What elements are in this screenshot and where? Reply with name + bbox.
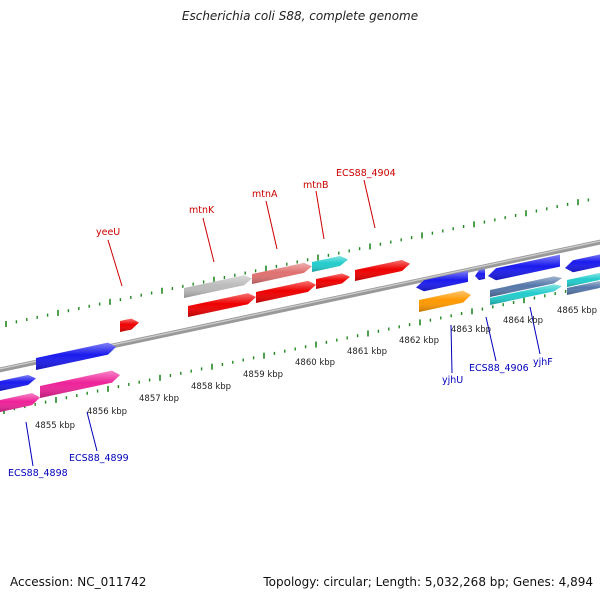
leader-ECS88_4906	[485, 316, 497, 362]
kbp-label: 4859 kbp	[243, 370, 283, 380]
gene-ECS88_4906[interactable]	[490, 276, 562, 297]
gene-mtnK-shade	[184, 275, 252, 298]
kbp-label: 4858 kbp	[191, 382, 231, 392]
kbp-label: 4856 kbp	[87, 407, 127, 417]
gene-blue-a-shade	[0, 375, 36, 391]
gene-label-ECS88_4898[interactable]: ECS88_4898	[8, 468, 68, 479]
gene-red-1-shade	[188, 293, 256, 317]
gene-yeeU-shade	[120, 318, 139, 332]
gene-steel-e-shade	[567, 281, 600, 295]
leader-yjhF	[529, 306, 541, 355]
gene-label-yeeU[interactable]: yeeU	[96, 227, 120, 238]
gene-label-mtnK[interactable]: mtnK	[189, 205, 215, 216]
genome-summary-text: Topology: circular; Length: 5,032,268 bp…	[263, 575, 593, 589]
kbp-label: 4861 kbp	[347, 347, 387, 357]
gene-label-mtnA[interactable]: mtnA	[252, 189, 278, 200]
kbp-labels: 4855 kbp 4856 kbp 4857 kbp 4858 kbp 4859…	[35, 306, 597, 431]
genome-title: Escherichia coli S88, complete genome	[181, 9, 419, 23]
gene-red-2[interactable]	[256, 280, 316, 303]
kbp-label: 4864 kbp	[503, 316, 543, 326]
gene-yeeU[interactable]	[120, 318, 139, 332]
gene-red-4-shade	[355, 259, 410, 281]
gene-mtnA[interactable]	[252, 262, 312, 284]
gene-label-ECS88_4904[interactable]: ECS88_4904	[336, 168, 396, 179]
gene-track	[0, 253, 600, 412]
gene-yjhU-blue[interactable]	[416, 270, 468, 292]
gene-small-blue-shade	[475, 268, 485, 281]
leader-yjhU	[450, 324, 453, 374]
kbp-label: 4860 kbp	[295, 358, 335, 368]
gene-red-3-shade	[316, 273, 350, 289]
leader-ECS88_4899	[86, 411, 98, 452]
gene-label-yjhF[interactable]: yjhF	[533, 357, 553, 368]
gene-ECS88_4898[interactable]	[0, 393, 40, 412]
gene-blue-c[interactable]	[488, 254, 560, 281]
gene-mtnK[interactable]	[184, 275, 252, 298]
gene-blue-d[interactable]	[565, 253, 600, 273]
gene-ECS88_4898-shade	[0, 393, 40, 412]
leader-ECS88_4898	[25, 421, 34, 467]
gene-cyan-e[interactable]	[567, 273, 600, 287]
gene-small-blue[interactable]	[475, 268, 485, 281]
gene-red-1[interactable]	[188, 293, 256, 317]
gene-blue-c-shade	[488, 254, 560, 281]
gene-blue-d-shade	[565, 254, 600, 273]
gene-steel-e[interactable]	[567, 281, 600, 295]
gene-mtnB[interactable]	[312, 256, 348, 272]
gene-yjhU-shade	[419, 290, 471, 312]
gene-mtnA-shade	[252, 262, 312, 284]
gene-mtnB-shade	[312, 256, 348, 272]
kbp-label: 4862 kbp	[399, 336, 439, 346]
kbp-label: 4865 kbp	[557, 306, 597, 316]
gene-ECS88_4899-shade	[40, 370, 120, 398]
gene-ECS88_4899[interactable]	[40, 370, 120, 398]
gene-red-2-shade	[256, 280, 316, 303]
kbp-label: 4857 kbp	[139, 394, 179, 404]
gene-label-yjhU[interactable]: yjhU	[442, 375, 463, 386]
gene-blue-b-shade	[36, 342, 116, 370]
gene-label-mtnB[interactable]: mtnB	[303, 180, 329, 191]
label-leader-lines	[25, 179, 541, 467]
gene-red-3[interactable]	[316, 273, 350, 289]
leader-yeeU	[107, 239, 123, 287]
leader-mtnK	[202, 217, 215, 263]
gene-blue-a[interactable]	[0, 375, 36, 391]
gene-ECS88_4906-shade	[490, 276, 562, 297]
gene-yjhU[interactable]	[419, 290, 471, 312]
kbp-label: 4855 kbp	[35, 421, 75, 431]
leader-ECS88_4904	[363, 179, 376, 229]
gene-yjhF-shade	[490, 284, 562, 305]
gene-yjhU-blue-shade	[416, 270, 468, 292]
accession-text: Accession: NC_011742	[10, 575, 147, 589]
gene-labels: yeeU mtnK mtnA mtnB ECS88_4904 ECS88_489…	[8, 168, 553, 479]
kbp-label: 4863 kbp	[451, 325, 491, 335]
gene-label-ECS88_4906[interactable]: ECS88_4906	[469, 363, 529, 374]
gene-label-ECS88_4899[interactable]: ECS88_4899	[69, 453, 129, 464]
gene-yjhF[interactable]	[490, 284, 562, 305]
gene-red-4[interactable]	[355, 259, 410, 281]
leader-mtnA	[265, 200, 278, 250]
leader-mtnB	[315, 190, 325, 240]
gene-cyan-e-shade	[567, 273, 600, 287]
gene-blue-b[interactable]	[36, 342, 116, 370]
